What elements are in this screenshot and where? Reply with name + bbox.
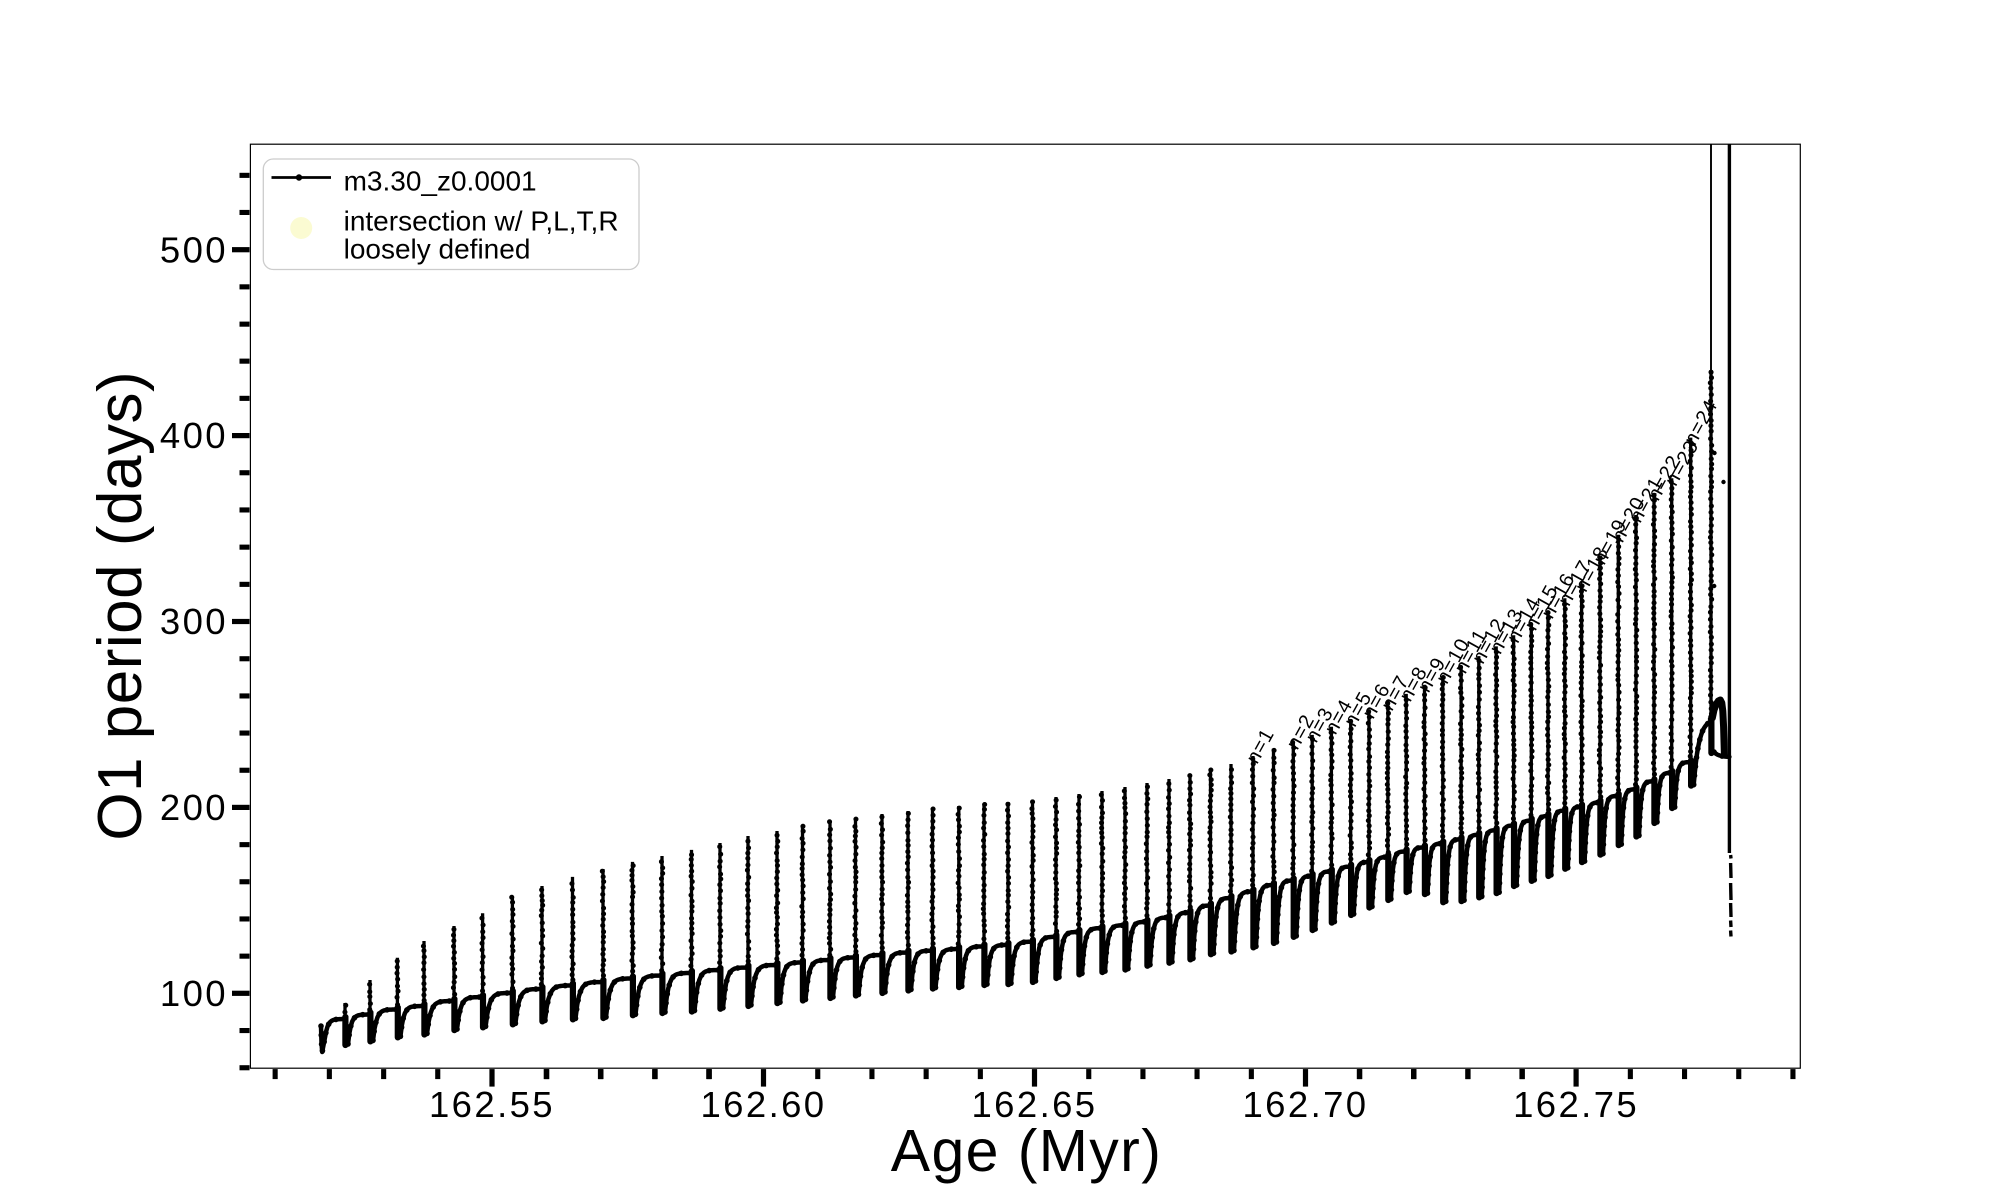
svg-text:200: 200 — [160, 787, 228, 828]
svg-text:O1 period (days): O1 period (days) — [86, 371, 155, 841]
svg-text:162.55: 162.55 — [429, 1084, 555, 1125]
svg-text:m3.30_z0.0001: m3.30_z0.0001 — [344, 165, 537, 196]
svg-text:intersection w/ P,L,T,R: intersection w/ P,L,T,R — [344, 205, 619, 236]
svg-text:162.70: 162.70 — [1242, 1084, 1368, 1125]
svg-text:Age (Myr): Age (Myr) — [891, 1118, 1163, 1184]
svg-text:162.65: 162.65 — [971, 1084, 1097, 1125]
svg-text:100: 100 — [160, 973, 228, 1014]
svg-text:162.75: 162.75 — [1513, 1084, 1639, 1125]
svg-text:162.60: 162.60 — [700, 1084, 826, 1125]
svg-text:500: 500 — [160, 229, 228, 270]
svg-text:300: 300 — [160, 601, 228, 642]
svg-text:loosely defined: loosely defined — [344, 233, 531, 264]
svg-text:400: 400 — [160, 415, 228, 456]
